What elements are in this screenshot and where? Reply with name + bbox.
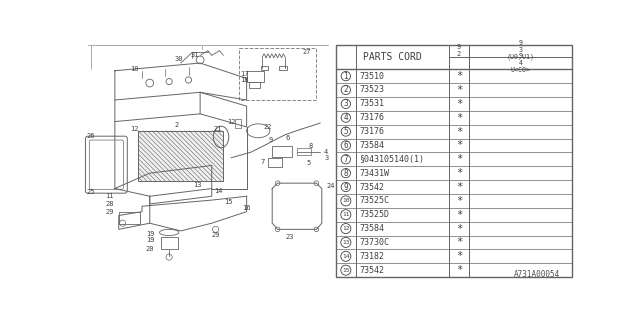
Text: 27: 27 — [303, 49, 311, 55]
Text: 13: 13 — [342, 240, 349, 245]
Bar — [272, 146, 292, 157]
Text: 10: 10 — [342, 198, 349, 204]
Text: 73510: 73510 — [359, 72, 384, 81]
Text: *: * — [456, 196, 462, 206]
Text: 73584: 73584 — [359, 141, 384, 150]
Text: 73584: 73584 — [359, 224, 384, 233]
Text: 11: 11 — [105, 193, 114, 199]
Text: 14: 14 — [342, 254, 349, 259]
Text: *: * — [456, 182, 462, 192]
Text: 73176: 73176 — [359, 127, 384, 136]
Text: 73176: 73176 — [359, 113, 384, 122]
Text: 2: 2 — [344, 85, 348, 94]
Text: 7: 7 — [344, 155, 348, 164]
Text: 2: 2 — [175, 123, 179, 128]
Text: *: * — [456, 113, 462, 123]
Text: 9
4
U<C0>: 9 4 U<C0> — [511, 53, 531, 73]
Text: 1: 1 — [344, 72, 348, 81]
Text: 26: 26 — [86, 133, 95, 139]
Text: *: * — [456, 265, 462, 275]
Text: 16: 16 — [243, 205, 251, 211]
Text: 4: 4 — [344, 113, 348, 122]
Text: *: * — [456, 154, 462, 164]
Bar — [161, 237, 179, 249]
Text: 13: 13 — [193, 182, 202, 188]
Text: *: * — [456, 168, 462, 178]
Bar — [249, 82, 260, 88]
Text: 12: 12 — [342, 226, 349, 231]
Text: 31: 31 — [191, 52, 199, 58]
Text: 8: 8 — [308, 143, 313, 149]
Bar — [246, 71, 264, 82]
Text: 8: 8 — [344, 169, 348, 178]
Text: 21: 21 — [214, 126, 222, 132]
Text: 30: 30 — [175, 56, 184, 62]
Bar — [235, 119, 241, 129]
Text: 7: 7 — [260, 159, 264, 164]
Text: *: * — [456, 71, 462, 81]
Text: 73525D: 73525D — [359, 210, 389, 219]
Text: 73542: 73542 — [359, 266, 384, 275]
Text: 9: 9 — [269, 137, 273, 143]
Text: 22: 22 — [263, 124, 272, 130]
Bar — [138, 131, 223, 181]
Text: 14: 14 — [214, 188, 222, 194]
Text: 28: 28 — [105, 201, 114, 207]
Text: 9: 9 — [344, 182, 348, 191]
Text: PARTS CORD: PARTS CORD — [363, 52, 422, 62]
Text: 15: 15 — [225, 199, 233, 205]
Text: 23: 23 — [285, 234, 294, 240]
Text: 20: 20 — [146, 246, 154, 252]
Text: 73431W: 73431W — [359, 169, 389, 178]
Text: *: * — [456, 140, 462, 150]
Bar — [260, 66, 268, 70]
Text: 73730C: 73730C — [359, 238, 389, 247]
Text: 17: 17 — [241, 71, 249, 77]
Text: 73523: 73523 — [359, 85, 384, 94]
Text: 6: 6 — [344, 141, 348, 150]
Bar — [336, 44, 572, 277]
Text: *: * — [456, 237, 462, 247]
Text: *: * — [456, 85, 462, 95]
Text: 18: 18 — [241, 77, 249, 83]
Text: 15: 15 — [342, 268, 349, 273]
Text: A731A00054: A731A00054 — [515, 270, 561, 279]
Text: 4: 4 — [324, 149, 328, 156]
Text: 24: 24 — [326, 183, 335, 189]
Text: *: * — [456, 127, 462, 137]
Text: 73525C: 73525C — [359, 196, 389, 205]
Bar — [119, 212, 140, 224]
Text: 25: 25 — [86, 189, 95, 196]
Text: *: * — [456, 251, 462, 261]
Text: 73182: 73182 — [359, 252, 384, 261]
Bar — [279, 66, 287, 70]
Text: 9
3
(U0,U1): 9 3 (U0,U1) — [507, 40, 534, 60]
Text: *: * — [456, 210, 462, 220]
Text: 19: 19 — [146, 231, 154, 237]
Text: 73531: 73531 — [359, 99, 384, 108]
Text: 5: 5 — [344, 127, 348, 136]
Text: 6: 6 — [285, 135, 290, 141]
Text: 10: 10 — [130, 66, 138, 72]
Text: 5: 5 — [307, 160, 311, 166]
Bar — [297, 148, 311, 156]
Text: 9
2: 9 2 — [457, 44, 461, 57]
Text: 73542: 73542 — [359, 182, 384, 191]
Bar — [268, 158, 282, 167]
Text: §043105140(1): §043105140(1) — [359, 155, 424, 164]
Text: 12: 12 — [130, 126, 138, 132]
Text: 3: 3 — [324, 155, 328, 161]
Bar — [239, 48, 316, 100]
Text: *: * — [456, 224, 462, 234]
Text: 19: 19 — [146, 237, 154, 243]
Text: 29: 29 — [105, 209, 114, 215]
Text: *: * — [456, 99, 462, 109]
Text: 11: 11 — [342, 212, 349, 217]
Text: 3: 3 — [344, 99, 348, 108]
Text: 29: 29 — [211, 232, 220, 238]
Text: 12: 12 — [227, 118, 236, 124]
